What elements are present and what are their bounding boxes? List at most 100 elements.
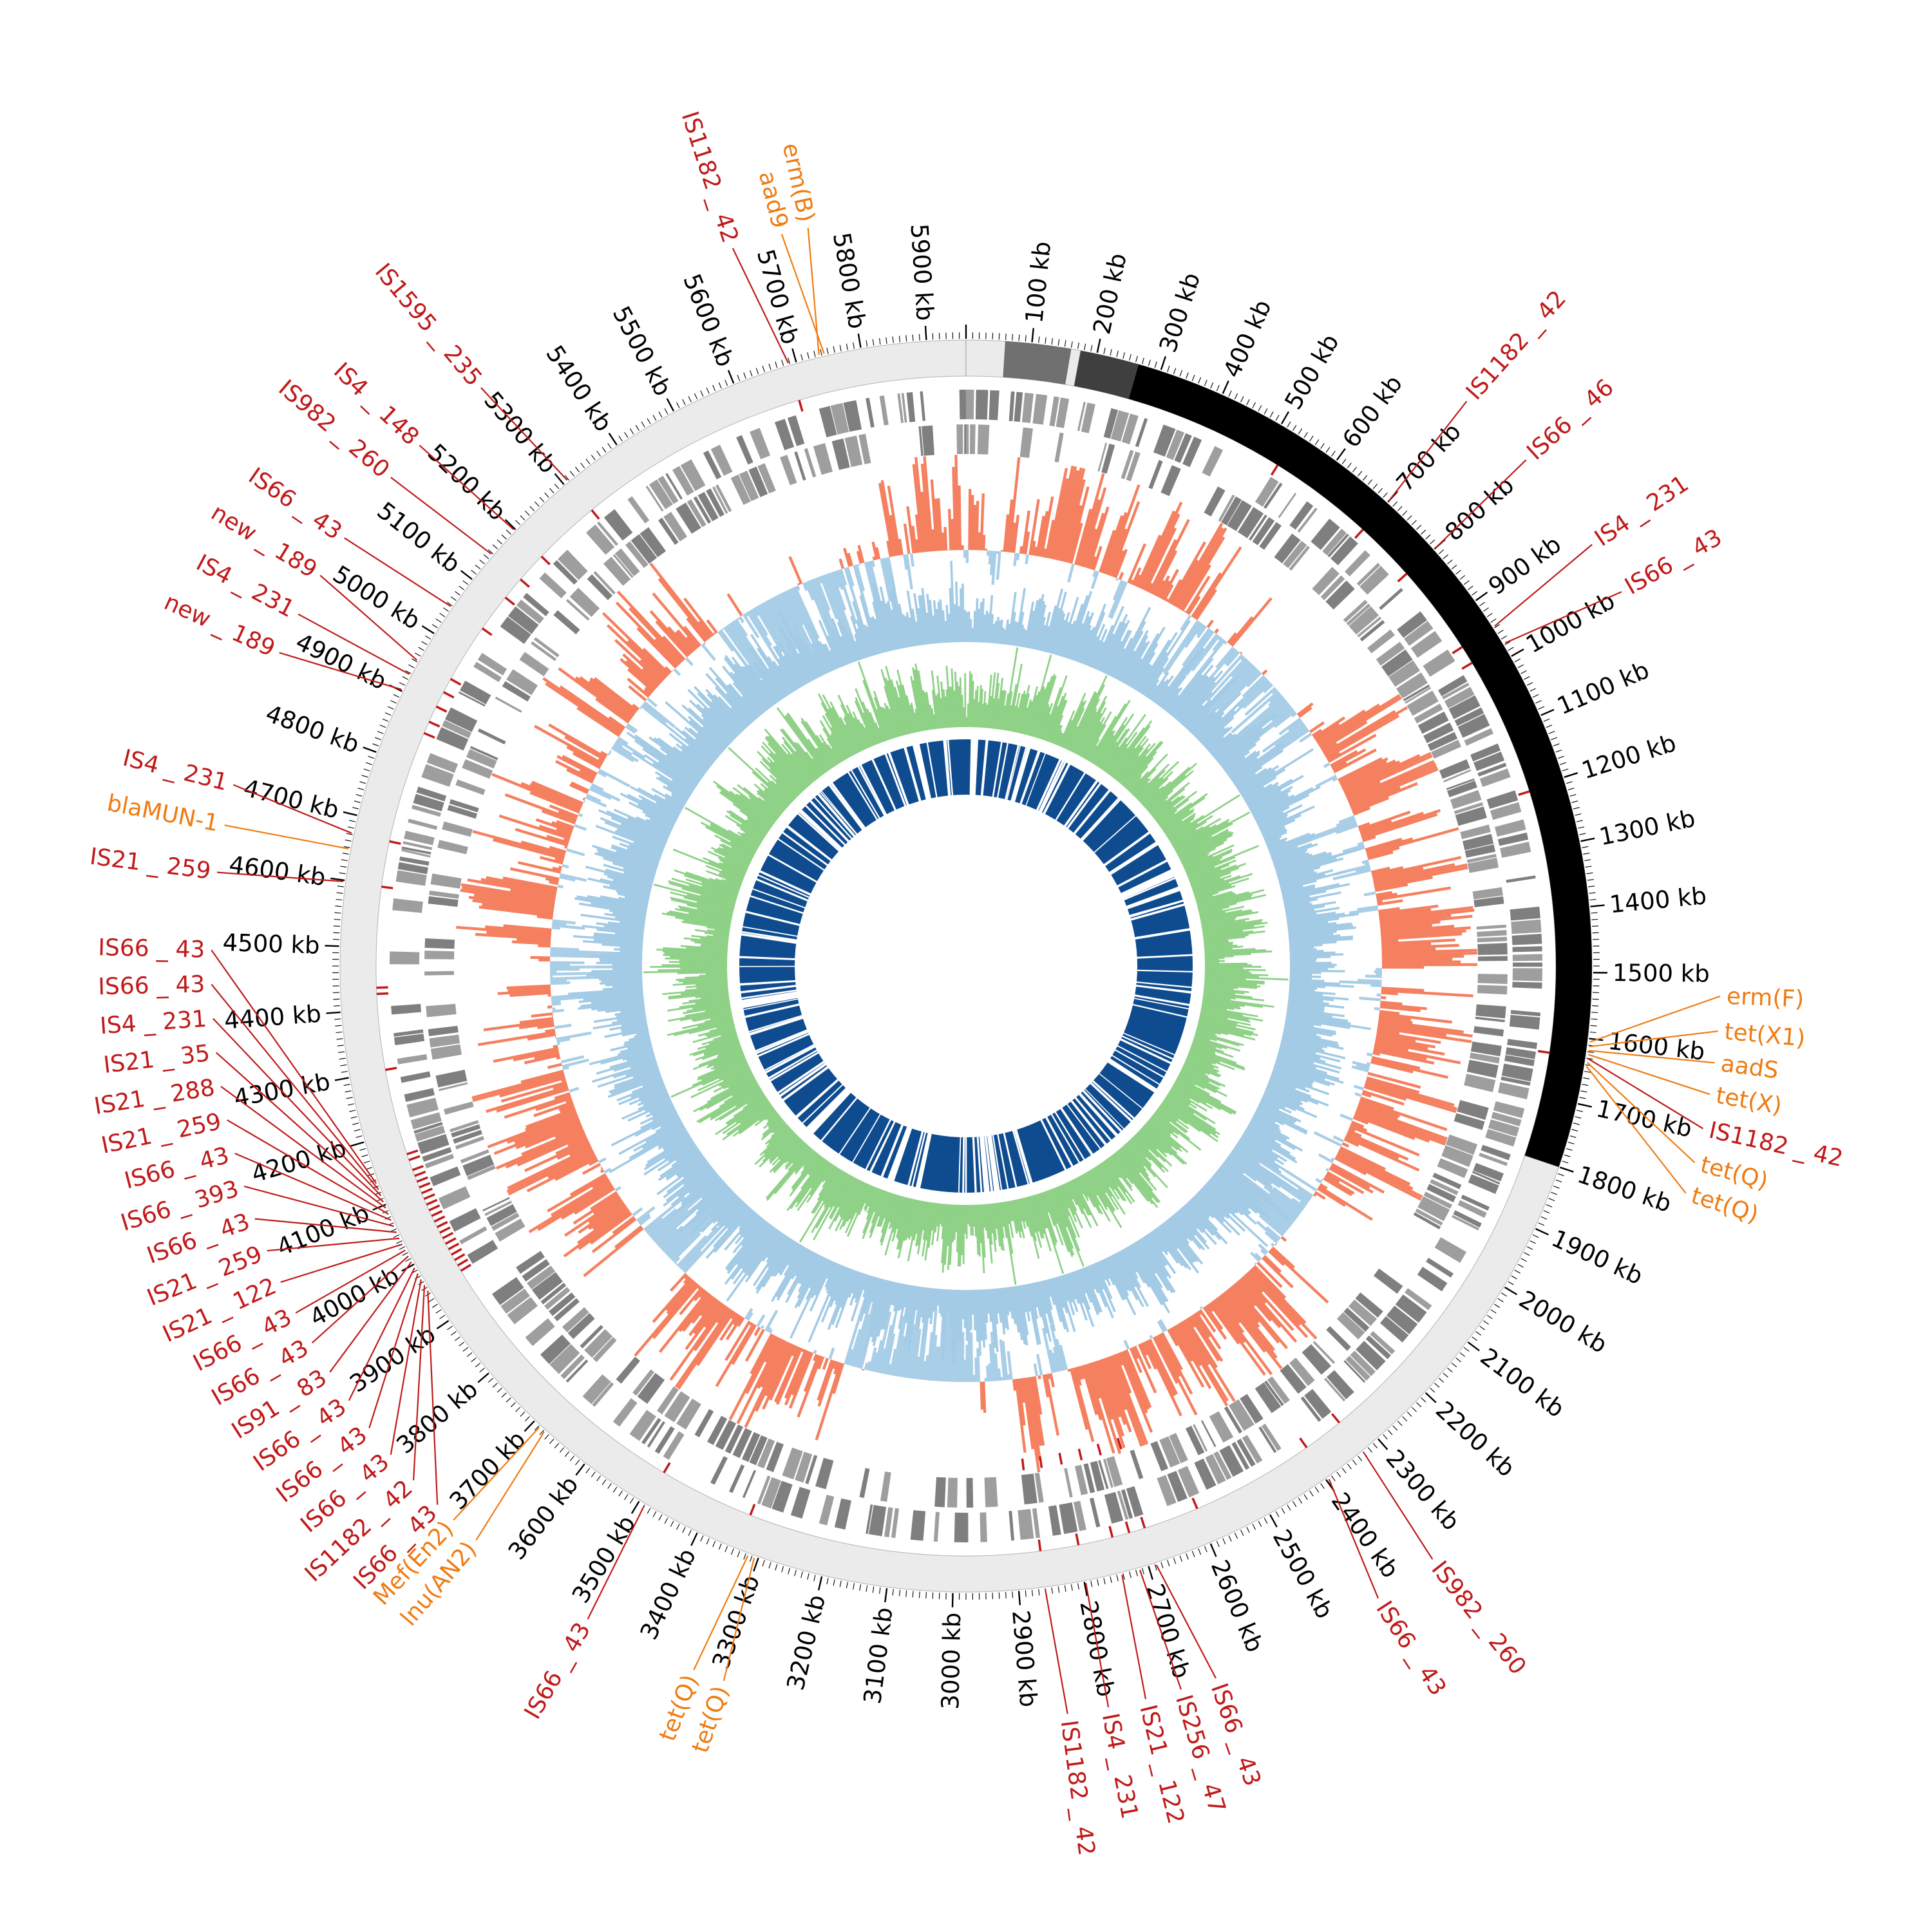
minor-tick [1421,1397,1426,1403]
annotation-leader [1587,1057,1704,1130]
gc-skew-bar [478,905,553,918]
hist-blue-bar [1055,612,1070,656]
hist-green-bar [1203,930,1265,940]
hist-blue-bar [879,586,896,650]
gc-skew-bar [1165,598,1169,602]
gc-skew-bar [487,1112,578,1149]
hist-green-bar [786,714,828,772]
gc-skew-bar [556,1031,592,1041]
hist-blue-bar [1079,627,1095,664]
hist-green-bar [767,1112,779,1122]
gene-block [442,821,473,837]
gc-skew-bar [1372,867,1424,881]
minor-tick [813,1575,816,1582]
hist-blue-bar [1289,955,1331,960]
hist-blue-bar [613,1057,656,1072]
gene-block [438,1186,471,1210]
minor-tick [1154,1564,1157,1571]
hist-blue-bar [1220,733,1262,768]
hist-green-bar [1187,856,1236,878]
hist-blue-bar [755,1238,793,1294]
gene-block [649,479,673,509]
minor-tick [755,368,759,375]
hist-blue-bar [1062,620,1076,658]
hist-blue-bar [591,902,647,914]
hist-blue-bar [714,1193,737,1217]
hist-green-bar [1127,1141,1152,1168]
hist-green-bar [716,785,773,827]
hist-green-bar [1186,859,1221,875]
hist-green-bar [670,896,734,913]
gene-block [1083,1463,1095,1493]
hist-blue-bar [594,852,657,873]
gc-skew-bar [1314,775,1337,788]
coverage-slit [1128,900,1186,918]
hist-blue-bar [994,1288,999,1314]
gene-block [531,641,557,661]
hist-blue-bar [790,656,808,685]
hist-green-bar [757,797,781,817]
gc-skew-bar [1258,1244,1269,1254]
hist-blue-bar [811,1259,831,1298]
hist-blue-bar [833,629,849,665]
hist-blue-bar [1181,691,1213,726]
hist-green-bar [698,1086,761,1124]
hist-green-bar [1095,1166,1110,1188]
gene-block [1431,739,1461,759]
gc-skew-bar [1381,991,1398,996]
coverage-slit [1025,752,1046,808]
minor-tick [853,342,855,349]
gc-skew-bar [1357,841,1364,846]
hist-blue-bar [656,1157,706,1196]
hist-blue-bar [748,647,785,699]
gene-block [495,1218,526,1242]
hist-blue-bar [643,753,696,790]
hist-green-bar [874,722,884,743]
minor-tick [345,839,352,842]
minor-tick [1191,375,1195,381]
minor-tick [596,1475,601,1482]
hist-blue-bar [1012,1286,1023,1340]
hist-green-bar [922,690,931,730]
hist-blue-bar [744,1231,782,1283]
gc-skew-bar [1349,907,1379,914]
hist-blue-bar [1259,816,1287,831]
hist-blue-bar [1227,1156,1267,1186]
hist-blue-bar [989,1289,996,1349]
gene-block [1488,1119,1520,1137]
hist-blue-bar [1289,983,1326,989]
hist-green-bar [1154,1112,1191,1141]
hist-blue-bar [671,1175,720,1217]
minor-tick [1575,813,1582,816]
hist-green-bar [833,1175,852,1207]
hist-blue-bar [1288,930,1337,938]
gc-skew-bar [1162,583,1174,601]
hist-green-bar [1124,757,1154,790]
hist-blue-bar [622,1050,654,1061]
hist-blue-bar [1269,833,1321,855]
gene-block [592,1336,617,1363]
minor-tick [1258,405,1262,412]
hist-blue-bar [1270,1074,1306,1090]
gc-skew-bar [1229,1287,1260,1323]
gc-skew-bar [923,456,934,552]
gc-skew-bar [1365,1079,1455,1107]
minor-tick [1569,1135,1577,1138]
gc-skew-bar [558,1103,574,1112]
hist-blue-bar [1054,620,1066,655]
hist-blue-bar [670,1169,715,1206]
gc-skew-bar [1378,1017,1413,1025]
hist-blue-bar [1273,851,1307,865]
hist-blue-bar [1289,974,1321,978]
gc-skew-bar [838,558,845,569]
hist-blue-bar [1018,1285,1029,1336]
coverage-slit [1135,954,1195,959]
hist-green-bar [790,1159,827,1209]
hist-blue-bar [1289,989,1336,996]
hist-green-bar [1001,693,1010,730]
gc-skew-bar [1378,1019,1464,1034]
hist-green-bar [759,1132,795,1168]
hist-blue-bar [791,1248,810,1280]
hist-blue-bar [1283,1030,1338,1045]
gene-block [516,599,544,624]
